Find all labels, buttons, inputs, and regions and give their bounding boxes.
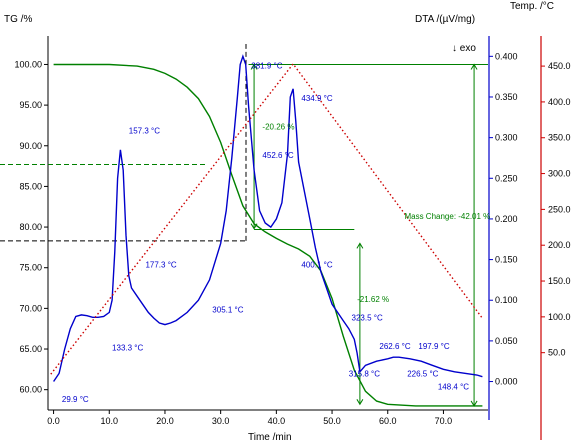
- arrow-head: [250, 63, 258, 70]
- tg-tick-label: 80.00: [19, 222, 42, 232]
- arrow-head: [470, 63, 478, 70]
- dta-tick-label: 0.400: [495, 51, 518, 61]
- x-tick-label: 60.0: [379, 416, 397, 426]
- temp-tick-label: 100.0: [548, 312, 571, 322]
- x-tick-label: 0.0: [47, 416, 60, 426]
- dta-tick-label: 0.150: [495, 255, 518, 265]
- annotation-label: 381.9 °C: [251, 62, 282, 71]
- annotation-label: 323.5 °C: [352, 314, 383, 323]
- temp-tick-label: 150.0: [548, 276, 571, 286]
- dta-tick-label: 0.050: [495, 336, 518, 346]
- annotation-label: Mass Change: -42.01 %: [404, 212, 490, 221]
- dta-tick-label: 0.200: [495, 214, 518, 224]
- annotation-label: 157.3 °C: [129, 127, 160, 136]
- temp-tick-label: 400.0: [548, 97, 571, 107]
- annotation-label: 197.9 °C: [418, 342, 449, 351]
- annotation-label: 452.6 °C: [262, 151, 293, 160]
- annotation-label: 29.9 °C: [62, 395, 89, 404]
- temp-curve: [50, 62, 483, 375]
- annotation-label: 133.3 °C: [112, 344, 143, 353]
- annotation-label: -20.26 %: [262, 123, 294, 132]
- dta-tick-label: 0.000: [495, 377, 518, 387]
- tg-tick-label: 100.00: [14, 59, 42, 69]
- tg-axis-title: TG /%: [4, 14, 32, 25]
- tg-tick-label: 85.00: [19, 181, 42, 191]
- annotations: 29.9 °C 133.3 °C 157.3 °C 177.3 °C 305.1 °C 3…: [62, 62, 490, 404]
- annotation-label: 305.1 °C: [212, 305, 243, 314]
- dta-tick-label: 0.250: [495, 173, 518, 183]
- tg-tick-label: 90.00: [19, 141, 42, 151]
- annotation-label: -21.62 %: [357, 295, 389, 304]
- axes: 0.0 10.0 20.0 30.0 40.0 50.0 60.0 70.0 60.00 65.0…: [14, 36, 571, 440]
- annotation-label: 262.6 °C: [379, 342, 410, 351]
- annotation-label: 148.4 °C: [438, 383, 469, 392]
- dta-tick-label: 0.100: [495, 295, 518, 305]
- dta-tick-label: 0.300: [495, 133, 518, 143]
- temp-tick-label: 450.0: [548, 61, 571, 71]
- annotation-label: 315.8 °C: [349, 370, 380, 379]
- temp-tick-label: 350.0: [548, 133, 571, 143]
- dta-curve: [53, 54, 483, 382]
- annotation-label: 434.9 °C: [301, 94, 332, 103]
- x-tick-label: 40.0: [268, 416, 286, 426]
- tg-curve: [53, 63, 483, 407]
- x-tick-label: 30.0: [212, 416, 230, 426]
- x-tick-label: 70.0: [435, 416, 453, 426]
- x-axis-title: Time /min: [248, 432, 292, 443]
- temp-tick-label: 200.0: [548, 240, 571, 250]
- temp-tick-label: 50.0: [548, 348, 566, 358]
- tg-tick-label: 65.00: [19, 344, 42, 354]
- x-tick-label: 50.0: [323, 416, 341, 426]
- temp-axis-title: Temp. /°C: [510, 1, 554, 12]
- exo-indicator: ↓ exo: [452, 43, 476, 54]
- annotation-label: 400.1 °C: [301, 261, 332, 270]
- tg-tick-label: 70.00: [19, 303, 42, 313]
- arrow-head: [356, 399, 364, 406]
- arrow-head: [356, 242, 364, 249]
- tg-tick-label: 60.00: [19, 385, 42, 395]
- x-tick-label: 20.0: [156, 416, 174, 426]
- x-tick-label: 10.0: [101, 416, 119, 426]
- annotation-label: 177.3 °C: [145, 261, 176, 270]
- annotation-label: 226.5 °C: [407, 370, 438, 379]
- tg-tick-label: 95.00: [19, 100, 42, 110]
- temp-tick-label: 250.0: [548, 204, 571, 214]
- temp-tick-label: 300.0: [548, 169, 571, 179]
- dta-axis-title: DTA /(µV/mg): [415, 14, 475, 25]
- tg-tick-label: 75.00: [19, 263, 42, 273]
- series: [0, 44, 488, 407]
- dta-tick-label: 0.350: [495, 92, 518, 102]
